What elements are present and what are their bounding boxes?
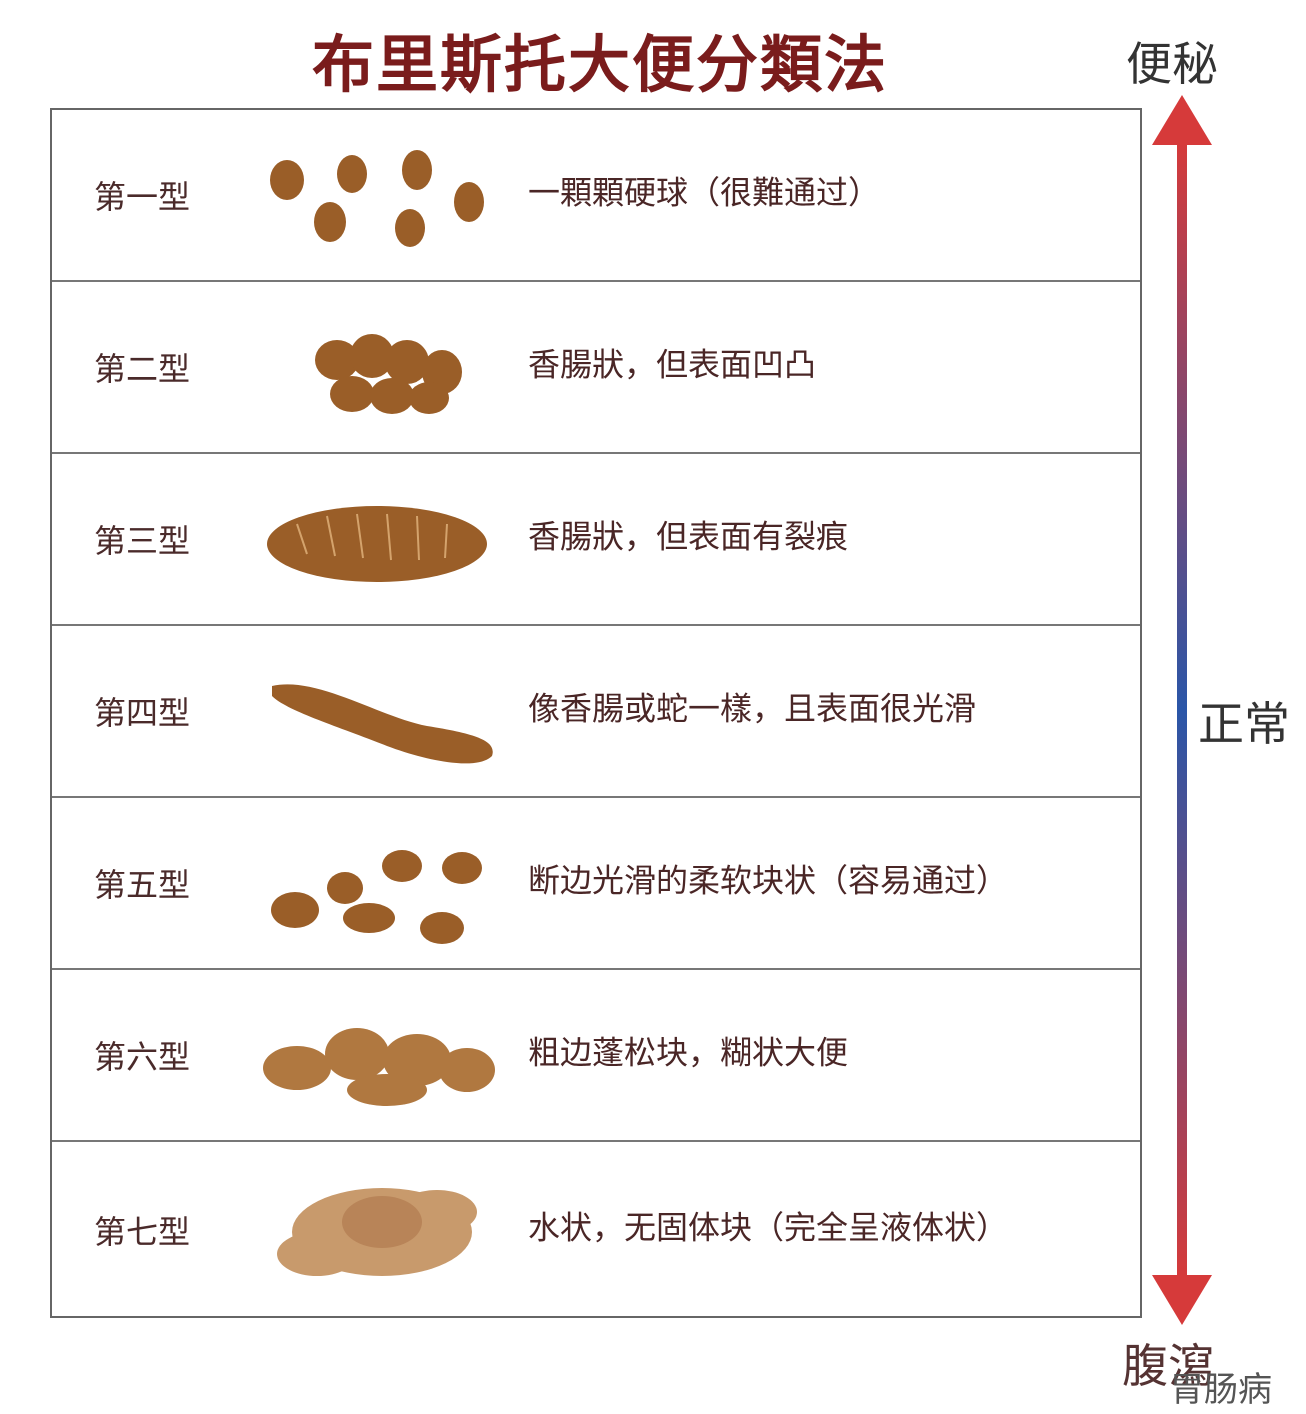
label-diarrhea: 腹瀉	[1122, 1339, 1214, 1393]
type-2-illustration	[315, 334, 462, 414]
type-5-illustration	[271, 850, 482, 944]
type-1-illustration	[270, 150, 484, 247]
type-label: 第三型	[94, 522, 191, 560]
type-description: 断边光滑的柔软块状（容易通过）	[528, 861, 1009, 900]
type-4-illustration	[272, 684, 493, 764]
type-label: 第一型	[94, 178, 191, 216]
type-row-6: 第六型 粗边蓬松块，糊状大便	[52, 970, 1140, 1142]
type-3-illustration	[267, 506, 487, 582]
type-label: 第二型	[94, 350, 191, 388]
type-row-4: 第四型 像香腸或蛇一樣，且表面很光滑	[52, 626, 1140, 798]
watermark: 胃肠病	[1170, 1370, 1272, 1410]
type-row-7: 第七型 水状，无固体块（完全呈液体状）	[52, 1142, 1140, 1318]
scale-arrow	[1152, 95, 1212, 1325]
label-constipation: 便秘	[1126, 37, 1218, 91]
type-row-2: 第二型 香腸狀，但表面凹凸	[52, 282, 1140, 454]
arrow-up-head	[1152, 95, 1212, 145]
type-description: 粗边蓬松块，糊状大便	[528, 1033, 849, 1072]
type-label: 第四型	[94, 694, 191, 732]
type-description: 香腸狀，但表面有裂痕	[528, 517, 849, 556]
type-description: 水状，无固体块（完全呈液体状）	[528, 1208, 1009, 1247]
type-description: 香腸狀，但表面凹凸	[528, 345, 817, 384]
arrow-down-head	[1152, 1275, 1212, 1325]
type-7-illustration	[277, 1188, 477, 1276]
type-row-3: 第三型 香腸狀，但表面有裂痕	[52, 454, 1140, 626]
stool-type-table: 第一型 一顆顆硬球（很難通过） 第二型 香腸狀，但表面凹凸 第三型 香腸狀，但表…	[50, 108, 1142, 1318]
type-label: 第六型	[94, 1038, 191, 1076]
type-6-illustration	[263, 1028, 495, 1106]
type-description: 一顆顆硬球（很難通过）	[528, 173, 881, 212]
type-row-5: 第五型 断边光滑的柔软块状（容易通过）	[52, 798, 1140, 970]
label-normal: 正常	[1198, 688, 1290, 754]
type-label: 第五型	[94, 866, 191, 904]
type-label: 第七型	[94, 1213, 191, 1251]
chart-title: 布里斯托大便分類法	[311, 28, 888, 101]
type-description: 像香腸或蛇一樣，且表面很光滑	[528, 689, 977, 728]
type-row-1: 第一型 一顆顆硬球（很難通过）	[52, 110, 1140, 282]
